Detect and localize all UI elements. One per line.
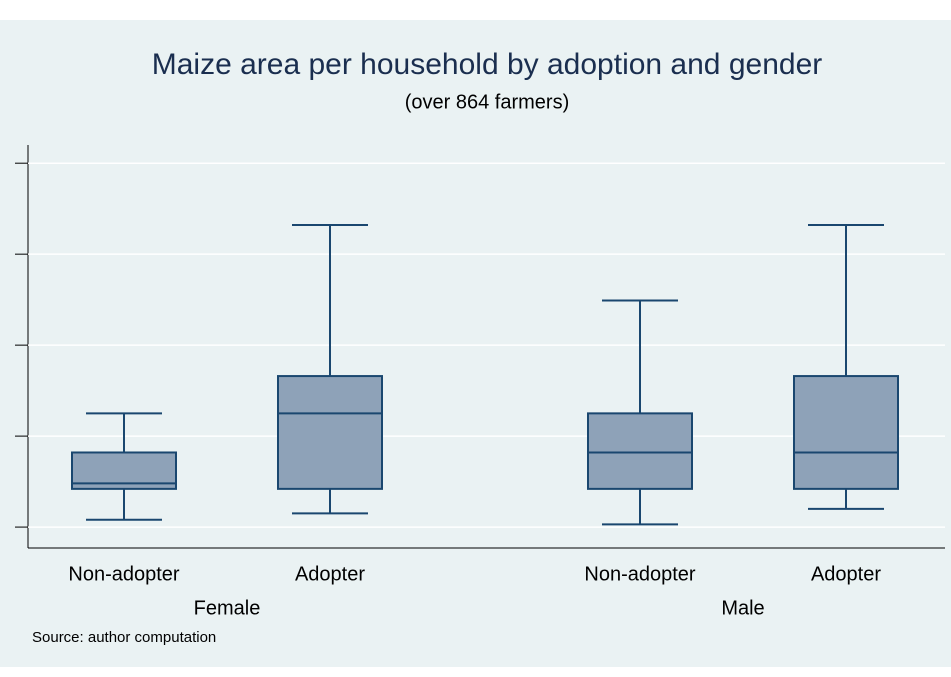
chart-subtitle: (over 864 farmers) [405,91,570,113]
box [277,375,383,490]
x-tick-label: Non-adopter [584,563,696,585]
box [587,412,693,490]
group-label: Female [194,597,261,619]
x-tick-label: Adopter [295,563,365,585]
x-tick-label: Adopter [811,563,881,585]
background [0,20,951,667]
chart-title: Maize area per household by adoption and… [152,48,823,81]
box [793,375,899,490]
source-note: Source: author computation [32,629,216,646]
group-label: Male [721,597,764,619]
x-tick-label: Non-adopter [68,563,180,585]
